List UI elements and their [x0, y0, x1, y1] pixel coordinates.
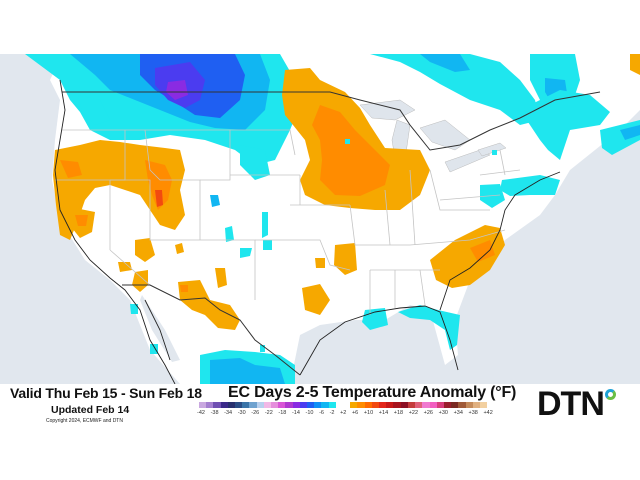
color-scale-bar: [199, 402, 488, 408]
scale-tick-label: -26: [251, 410, 260, 416]
color-swatch: [314, 402, 322, 408]
color-swatch: [235, 402, 243, 408]
scale-tick-label: +42: [483, 410, 493, 416]
scale-tick-label: -18: [278, 410, 287, 416]
logo-ring-icon: [604, 389, 616, 400]
color-swatch: [335, 402, 344, 408]
legend-footer: Valid Thu Feb 15 - Sun Feb 18 Updated Fe…: [0, 384, 640, 426]
color-swatch: [242, 402, 250, 408]
map-title: EC Days 2-5 Temperature Anomaly (°F): [228, 384, 517, 401]
color-swatch: [386, 402, 394, 408]
color-swatch: [220, 402, 228, 408]
color-swatch: [415, 402, 423, 408]
scale-tick-label: -10: [305, 410, 314, 416]
color-swatch: [307, 402, 315, 408]
scale-tick-label: +6: [351, 410, 359, 416]
scale-tick-label: +30: [438, 410, 448, 416]
color-swatch: [451, 402, 459, 408]
color-swatch: [407, 402, 416, 408]
scale-tick-label: -30: [237, 410, 246, 416]
scale-tick-label: -22: [264, 410, 273, 416]
color-swatch: [263, 402, 272, 408]
scale-tick-label: -34: [224, 410, 233, 416]
color-swatch: [364, 402, 372, 408]
scale-tick-label: +26: [423, 410, 433, 416]
color-swatch: [479, 402, 488, 408]
scale-tick-label: +14: [378, 410, 389, 416]
scale-tick-label: +34: [453, 410, 463, 416]
color-swatch: [429, 402, 437, 408]
color-swatch: [199, 402, 207, 408]
color-swatch: [299, 402, 308, 408]
color-swatch: [256, 402, 264, 408]
valid-date-range: Valid Thu Feb 15 - Sun Feb 18: [10, 385, 202, 401]
updated-date: Updated Feb 14: [51, 404, 130, 416]
color-swatch: [206, 402, 214, 408]
color-scale-ticks: -42 -38 -34 -30 -26 -22 -18 -14 -10 -6 -2 +2 +6 +10 +1…: [197, 410, 493, 416]
color-swatch: [436, 402, 444, 408]
color-swatch: [465, 402, 473, 408]
color-swatch: [443, 402, 452, 408]
color-swatch: [213, 402, 221, 408]
color-swatch: [393, 402, 401, 408]
color-swatch: [422, 402, 430, 408]
scale-tick-label: +38: [468, 410, 478, 416]
color-swatch: [292, 402, 300, 408]
color-swatch: [328, 402, 336, 408]
color-swatch: [400, 402, 408, 408]
dtn-logo: DTN: [537, 385, 616, 423]
color-swatch: [357, 402, 365, 408]
color-swatch: [321, 402, 329, 408]
scale-tick-label: -38: [210, 410, 219, 416]
scale-tick-label: +10: [363, 410, 374, 416]
scale-tick-label: +22: [408, 410, 419, 416]
color-swatch: [278, 402, 286, 408]
logo-text: DTN: [537, 385, 605, 423]
color-swatch: [285, 402, 293, 408]
color-swatch: [343, 402, 351, 408]
temperature-anomaly-map: [0, 54, 640, 384]
color-swatch: [227, 402, 236, 408]
copyright-text: Copyright 2024, ECMWF and DTN: [46, 418, 123, 424]
scale-tick-label: -14: [291, 410, 300, 416]
scale-tick-label: +18: [393, 410, 404, 416]
map-canvas: [0, 54, 640, 384]
color-swatch: [472, 402, 480, 408]
color-swatch: [249, 402, 257, 408]
color-swatch: [458, 402, 466, 408]
scale-tick-label: -2: [329, 410, 335, 416]
scale-tick-label: -42: [197, 410, 205, 416]
color-swatch: [271, 402, 279, 408]
color-swatch: [379, 402, 387, 408]
color-swatch: [371, 402, 380, 408]
color-swatch: [350, 402, 358, 408]
scale-tick-label: +2: [340, 410, 347, 416]
scale-tick-label: -6: [319, 410, 324, 416]
